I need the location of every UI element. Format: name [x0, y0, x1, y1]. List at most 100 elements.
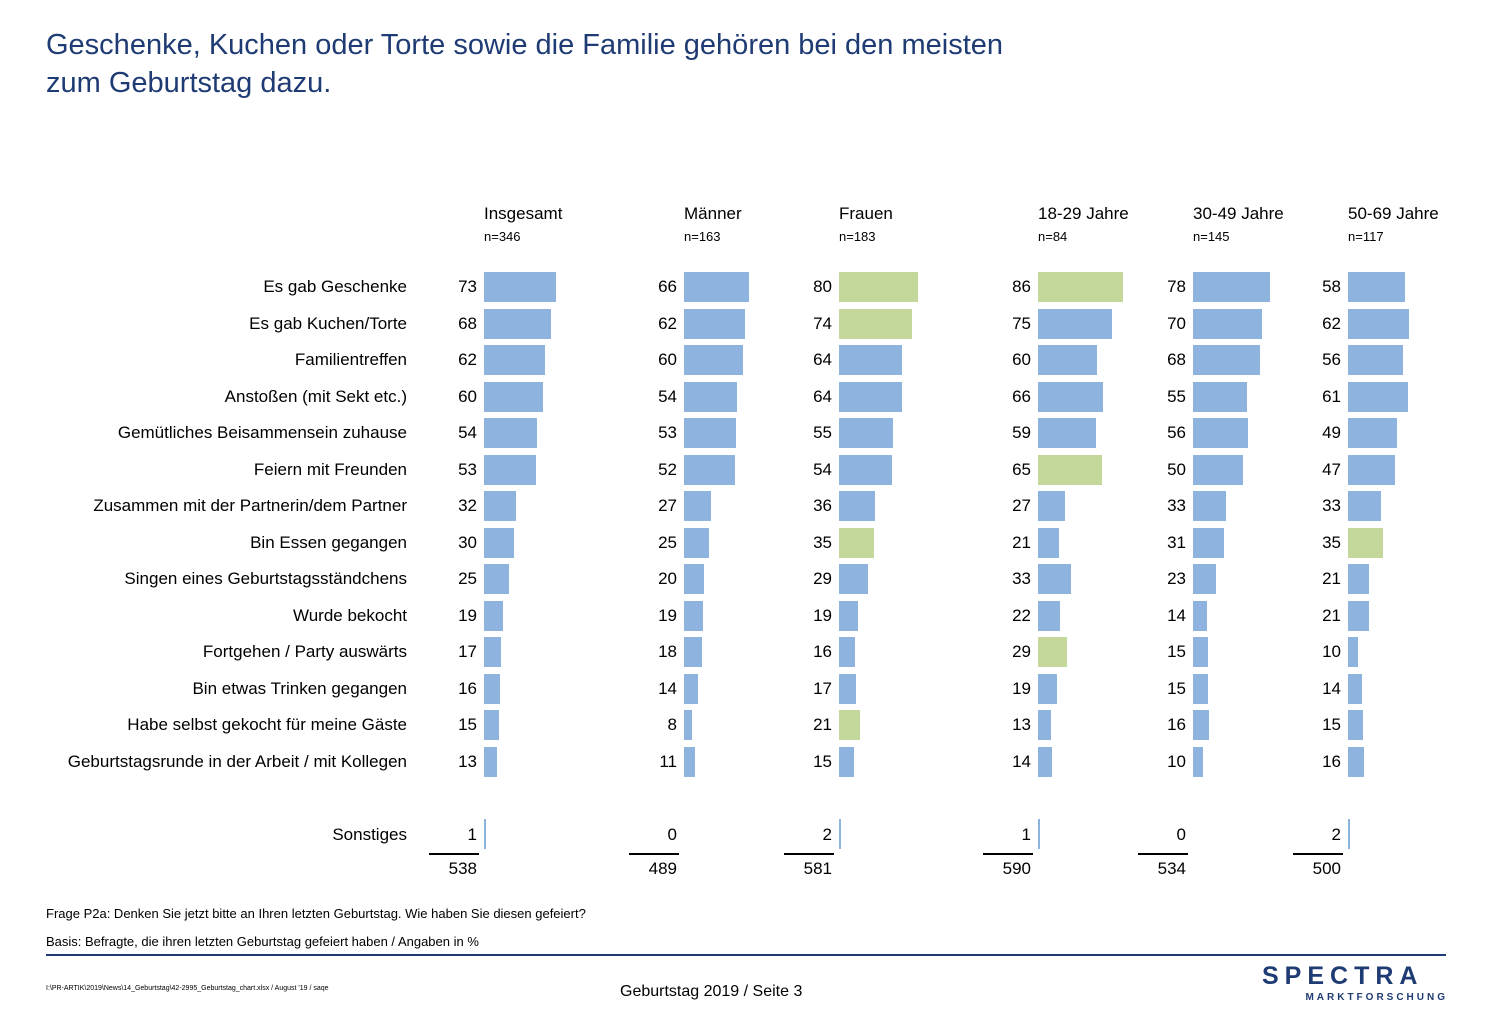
column-header: 30-49 Jahre: [1193, 204, 1284, 223]
data-label: 68: [458, 313, 477, 333]
sum-divider: [1138, 853, 1188, 855]
bar: [1193, 381, 1248, 412]
page-footer: Geburtstag 2019 / Seite 3: [620, 983, 803, 1000]
data-label: 60: [1012, 350, 1031, 369]
bar: [684, 637, 702, 667]
data-label: 15: [1322, 715, 1341, 734]
bar: [684, 454, 736, 485]
bar: [1038, 527, 1059, 558]
row-label: Feiern mit Freunden: [253, 459, 407, 479]
bar: [1348, 491, 1381, 521]
data-label: 14: [658, 678, 677, 698]
data-label: 22: [1012, 605, 1031, 625]
bar: [1348, 564, 1369, 594]
bar: [684, 381, 738, 412]
bar: [684, 491, 711, 521]
bar: [1038, 600, 1060, 631]
column-header: Insgesamt: [484, 204, 563, 223]
bar: [1193, 746, 1203, 777]
bar: [1193, 345, 1261, 375]
bar: [484, 272, 557, 302]
column-sample-size: n=183: [839, 229, 876, 244]
bar: [484, 345, 546, 375]
bar: [1038, 454, 1103, 485]
sum-divider: [784, 853, 834, 855]
bar: [684, 308, 746, 339]
data-label: 10: [1322, 642, 1341, 661]
data-label: 33: [1167, 496, 1186, 515]
data-label: 21: [1322, 605, 1341, 625]
bar: [839, 637, 855, 667]
data-label: 64: [813, 386, 832, 406]
data-label: 70: [1167, 313, 1186, 333]
bar: [1348, 454, 1395, 485]
bar: [839, 746, 854, 777]
data-label: 56: [1167, 423, 1186, 442]
row-label: Fortgehen / Party auswärts: [202, 642, 407, 661]
bar: [1348, 272, 1406, 302]
row-label: Anstoßen (mit Sekt etc.): [224, 386, 407, 406]
logo-subline: MARKTFORSCHUNG: [1305, 992, 1448, 1003]
bar: [684, 673, 698, 704]
data-label: 32: [458, 496, 477, 515]
bar: [684, 418, 737, 448]
data-label: 16: [1167, 715, 1186, 734]
bar: [839, 381, 903, 412]
data-label: 19: [813, 605, 832, 625]
data-label: 75: [1012, 313, 1031, 333]
data-label: 14: [1012, 751, 1031, 771]
data-label-other: 2: [822, 825, 832, 844]
data-label: 17: [458, 642, 477, 661]
data-label: 86: [1012, 277, 1031, 296]
column-header: 18-29 Jahre: [1038, 204, 1129, 223]
bar: [1348, 527, 1383, 558]
bar: [839, 710, 860, 740]
bar: [484, 308, 552, 339]
bar: [1348, 345, 1404, 375]
column-sample-size: n=117: [1348, 229, 1384, 244]
row-label: Singen eines Geburtstagsständchens: [124, 569, 407, 588]
data-label: 29: [1012, 642, 1031, 661]
row-label: Es gab Kuchen/Torte: [249, 313, 407, 333]
data-label: 62: [458, 350, 477, 369]
data-label: 21: [1012, 532, 1031, 552]
data-label: 30: [458, 532, 477, 552]
bar: [1038, 381, 1104, 412]
sum-divider: [1293, 853, 1343, 855]
logo-wordmark: SPECTRA: [1262, 962, 1424, 990]
data-label: 52: [658, 459, 677, 479]
bar: [1038, 345, 1098, 375]
data-label: 17: [813, 678, 832, 698]
data-label: 23: [1167, 569, 1186, 588]
data-label: 33: [1012, 569, 1031, 588]
data-label: 49: [1322, 423, 1341, 442]
bar: [1193, 673, 1208, 704]
bar: [1348, 710, 1363, 740]
title-line-1: Geschenke, Kuchen oder Torte sowie die F…: [46, 29, 1004, 61]
row-label: Es gab Geschenke: [263, 277, 407, 296]
data-label: 19: [1012, 678, 1031, 698]
bar: [1038, 272, 1124, 302]
bar: [484, 673, 500, 704]
bar: [1348, 637, 1358, 667]
data-label: 19: [658, 605, 677, 625]
data-label: 66: [1012, 386, 1031, 406]
data-label: 65: [1012, 459, 1031, 479]
bar: [1348, 600, 1369, 631]
bar: [1193, 637, 1208, 667]
data-label: 62: [658, 313, 677, 333]
column-header: 50-69 Jahre: [1348, 204, 1439, 223]
bar: [1038, 746, 1052, 777]
data-label: 27: [658, 496, 677, 515]
spectra-logo: SPECTRA MARKTFORSCHUNG: [1262, 960, 1448, 1010]
bar-other: [839, 819, 841, 849]
bar: [839, 491, 875, 521]
data-label: 21: [813, 715, 832, 734]
data-label: 78: [1167, 277, 1186, 296]
data-label: 13: [1012, 715, 1031, 734]
data-label: 25: [658, 532, 677, 552]
data-label: 59: [1012, 423, 1031, 442]
data-label: 73: [458, 277, 477, 296]
bar: [1193, 491, 1226, 521]
row-label: Bin Essen gegangen: [250, 532, 407, 552]
